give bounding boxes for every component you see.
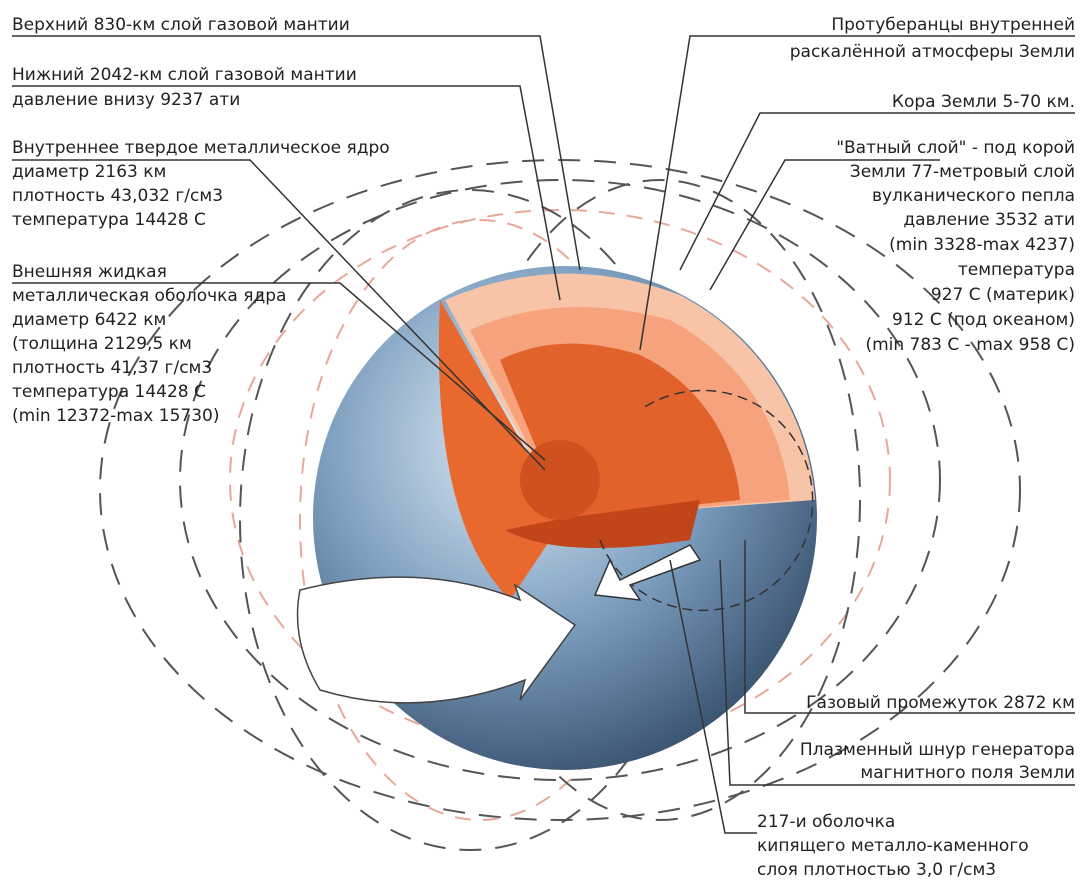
rotation-arrow xyxy=(296,576,577,704)
label-line: (min 783 С - max 958 С) xyxy=(865,335,1075,355)
cutaway xyxy=(438,273,815,612)
label-line: диаметр 6422 км xyxy=(12,310,166,330)
label-line: плотность 43,032 г/см3 xyxy=(12,186,223,206)
label-line: Внутреннее твердое металлическое ядро xyxy=(12,138,390,158)
label-line: давление 3532 ати xyxy=(903,210,1075,230)
label-line: 912 С (под океаном) xyxy=(892,310,1075,330)
label-line: 927 С (материк) xyxy=(931,285,1075,305)
label-line: слоя плотностью 3,0 г/см3 xyxy=(757,860,996,880)
leader-lines xyxy=(12,35,1075,834)
label-line: диаметр 2163 км xyxy=(12,162,166,182)
label-line: Земли 77-метровый слой xyxy=(850,162,1075,182)
label-line: температура 14428 С xyxy=(12,382,206,402)
label-line: раскалённой атмосферы Земли xyxy=(790,42,1075,62)
label-line: вулканического пепла xyxy=(872,186,1075,206)
label-line: (min 3328-max 4237) xyxy=(889,235,1075,255)
label-line: кипящего металло-каменного xyxy=(757,836,1029,856)
label-line: Протуберанцы внутренней xyxy=(831,15,1075,35)
label-line: (min 12372-max 15730) xyxy=(12,406,219,426)
inner-arrow xyxy=(593,544,702,601)
label-line: 217-и оболочка xyxy=(757,812,895,832)
label-line: Газовый промежуток 2872 км xyxy=(806,693,1075,713)
label-line: давление внизу 9237 ати xyxy=(12,90,240,110)
label-line: "Ватный слой" - под корой xyxy=(836,138,1075,158)
label-line: Нижний 2042-км слой газовой мантии xyxy=(12,65,357,85)
label-line: магнитного поля Земли xyxy=(860,763,1075,783)
label-line: Внешняя жидкая xyxy=(12,262,167,282)
label-line: температура 14428 С xyxy=(12,210,206,230)
label-line: металлическая оболочка ядра xyxy=(12,286,286,306)
label-line: температура xyxy=(958,260,1075,280)
label-line: Кора Земли 5-70 км. xyxy=(892,92,1075,112)
label-line: (толщина 2129,5 км xyxy=(12,334,192,354)
label-line: Плазменный шнур генератора xyxy=(800,740,1075,760)
label-line: плотность 41,37 г/см3 xyxy=(12,358,212,378)
label-line: Верхний 830-км слой газовой мантии xyxy=(12,15,350,35)
